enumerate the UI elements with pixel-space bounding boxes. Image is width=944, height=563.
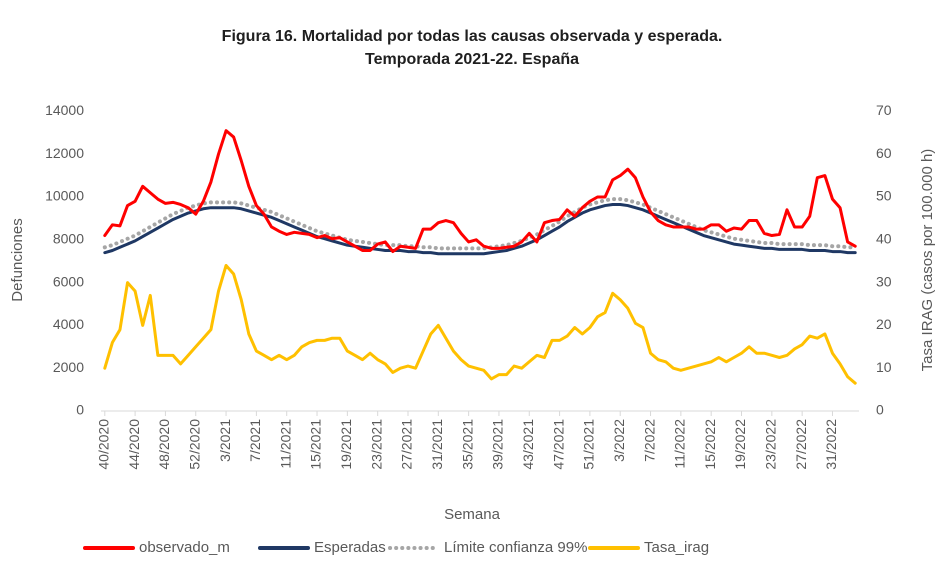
x-tick-label: 44/2020 — [126, 419, 142, 470]
y-tick-label: 10000 — [45, 188, 84, 204]
x-tick-label: 15/2021 — [308, 419, 324, 470]
x-tick-label: 51/2021 — [581, 419, 597, 470]
y-tick-label: 4000 — [53, 316, 84, 332]
legend-label: observado_m — [139, 539, 230, 556]
x-tick-label: 31/2021 — [429, 419, 445, 470]
legend-label: Tasa_irag — [644, 539, 709, 556]
chart-subtitle: Temporada 2021-22. España — [365, 51, 579, 68]
y-tick-label: 0 — [76, 402, 84, 418]
y2-tick-label: 40 — [876, 231, 892, 247]
x-tick-label: 19/2021 — [338, 419, 354, 470]
x-tick-label: 7/2022 — [641, 419, 657, 462]
y2-tick-label: 0 — [876, 402, 884, 418]
legend-label: Límite confianza 99% — [444, 539, 587, 556]
y2-tick-label: 50 — [876, 188, 892, 204]
x-tick-label: 3/2022 — [611, 419, 627, 462]
x-tick-label: 23/2021 — [368, 419, 384, 470]
series-line — [103, 202, 857, 256]
series-line — [103, 263, 857, 385]
y-tick-label: 14000 — [45, 102, 84, 118]
x-tick-label: 15/2022 — [702, 419, 718, 470]
y2-axis-label: Tasa IRAG (casos por 100.000 h) — [919, 149, 936, 372]
x-axis-label: Semana — [444, 506, 501, 523]
x-tick-label: 11/2021 — [277, 419, 293, 469]
x-tick-label: 43/2021 — [520, 419, 536, 470]
x-tick-label: 52/2020 — [186, 419, 202, 470]
y2-tick-label: 10 — [876, 359, 892, 375]
x-tick-label: 47/2021 — [550, 419, 566, 470]
legend-label: Esperadas — [314, 539, 386, 556]
x-tick-label: 27/2021 — [399, 419, 415, 470]
x-tick-label: 23/2022 — [763, 419, 779, 470]
x-tick-label: 39/2021 — [490, 419, 506, 470]
x-tick-label: 48/2020 — [156, 419, 172, 470]
x-tick-label: 31/2022 — [823, 419, 839, 470]
y2-tick-label: 60 — [876, 145, 892, 161]
y2-tick-label: 70 — [876, 102, 892, 118]
chart-title: Figura 16. Mortalidad por todas las caus… — [222, 28, 723, 45]
y-tick-label: 12000 — [45, 145, 84, 161]
y-tick-label: 6000 — [53, 273, 84, 289]
y-axis-label: Defunciones — [9, 218, 26, 301]
x-tick-label: 3/2021 — [217, 419, 233, 462]
x-tick-label: 27/2022 — [793, 419, 809, 470]
y2-tick-label: 20 — [876, 316, 892, 332]
x-tick-label: 19/2022 — [732, 419, 748, 470]
x-tick-label: 35/2021 — [459, 419, 475, 470]
x-tick-label: 7/2021 — [247, 419, 263, 462]
y-tick-label: 2000 — [53, 359, 84, 375]
series-line — [102, 197, 858, 251]
y2-tick-label: 30 — [876, 273, 892, 289]
x-tick-label: 40/2020 — [95, 419, 111, 470]
x-tick-label: 11/2022 — [672, 419, 688, 469]
series-line — [103, 129, 857, 254]
y-tick-label: 8000 — [53, 231, 84, 247]
